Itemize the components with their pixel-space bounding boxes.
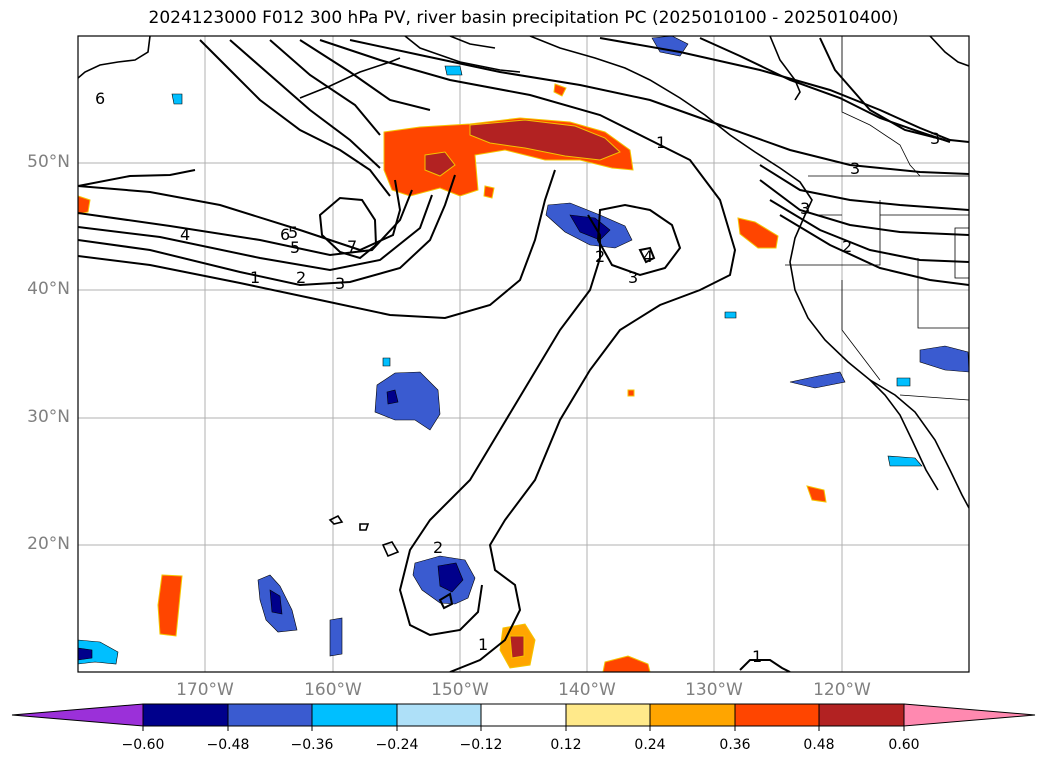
lat-label-20n: 20°N [27,534,70,554]
borders [785,36,969,401]
contour-label: 4 [643,247,653,266]
colorbar-tick-label: 0.60 [888,737,920,753]
contour-label: 3 [930,129,940,148]
colorbar-tick-label: −0.60 [121,737,165,753]
colorbar-tick-label: −0.12 [459,737,503,753]
precip-positive [78,83,827,672]
colorbar-extend-low [11,703,144,727]
contour-label: 2 [433,538,443,557]
lat-label-40n: 40°N [27,279,70,299]
contour-label: 3 [800,199,810,218]
contour-label: 2 [595,247,605,266]
contour-label: 3 [628,268,638,287]
lat-label-50n: 50°N [27,152,70,172]
plot-frame [77,35,970,673]
lon-label-160w: 160°W [304,680,362,700]
lon-label-130w: 130°W [685,680,743,700]
colorbar-tick-label: −0.36 [290,737,334,753]
pv-contours [78,37,969,672]
colorbar-tick-label: −0.48 [206,737,250,753]
contour-label: 1 [478,635,488,654]
contour-label: 2 [842,237,852,256]
lat-label-30n: 30°N [27,407,70,427]
colorbar [11,703,1036,731]
lon-label-170w: 170°W [176,680,234,700]
map-title: 2024123000 F012 300 hPa PV, river basin … [148,8,899,28]
contour-label: 5 [290,238,300,257]
contour-labels: 6 5 4 6 5 7 1 2 3 1 2 4 3 2 3 3 3 2 1 1 [95,89,940,666]
colorbar-tick-label: 0.48 [803,737,835,753]
contour-label: 1 [752,647,762,666]
colorbar-tick-label: 0.36 [719,737,751,753]
lon-label-150w: 150°W [431,680,489,700]
colorbar-tick-label: 0.12 [550,737,582,753]
contour-label: 1 [250,268,260,287]
contour-label: 1 [656,133,666,152]
contour-label: 7 [347,237,357,256]
contour-label: 6 [280,225,290,244]
colorbar-tick-label: −0.24 [375,737,419,753]
contour-label: 4 [180,225,190,244]
contour-label: 2 [296,268,306,287]
colorbar-tick-label: 0.24 [634,737,666,753]
contour-label: 3 [335,274,345,293]
lon-label-140w: 140°W [558,680,616,700]
colorbar-extend-high [903,703,1036,727]
contour-label: 3 [850,159,860,178]
lon-label-120w: 120°W [813,680,871,700]
contour-label: 5 [288,223,298,242]
coastlines [78,36,969,558]
contour-label: 6 [95,89,105,108]
